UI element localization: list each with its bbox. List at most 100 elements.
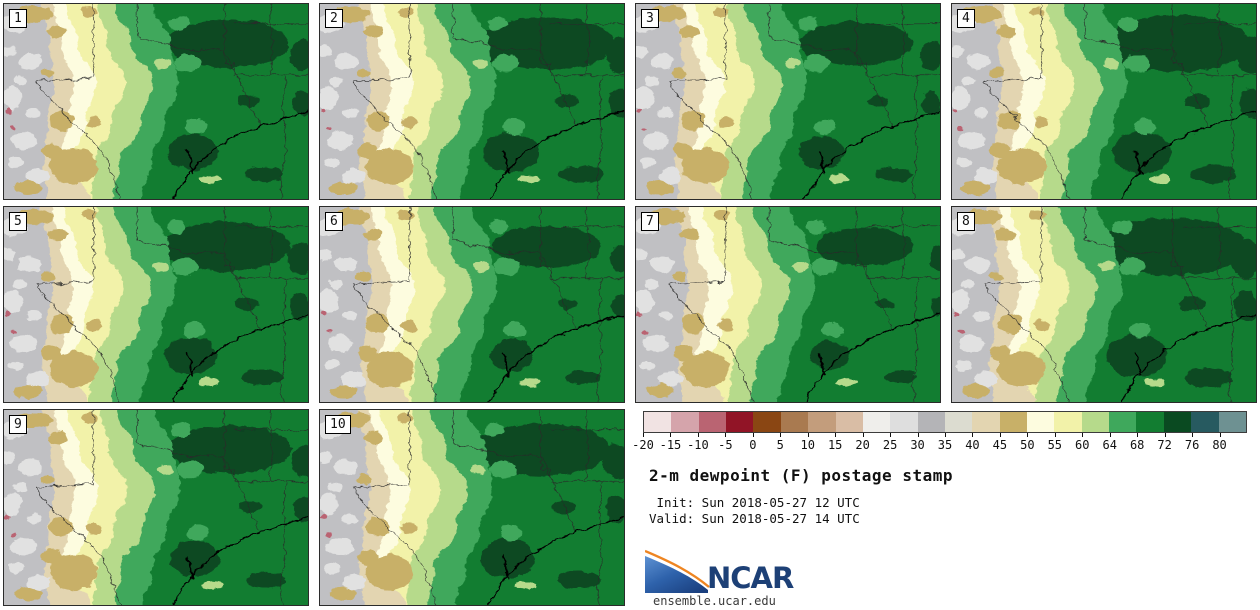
ncar-swoosh-icon xyxy=(645,556,708,593)
colorbar-tick-label: 0 xyxy=(749,438,757,452)
ncar-swoosh-orange-arc-icon xyxy=(645,549,710,588)
colorbar-tick-label: 20 xyxy=(855,438,870,452)
colorbar-tick xyxy=(945,433,946,437)
colorbar-tick-label: -20 xyxy=(632,438,654,452)
colorbar-tick-label: 60 xyxy=(1075,438,1090,452)
colorbar-segment xyxy=(1027,412,1055,432)
colorbar-tick-label: 5 xyxy=(776,438,784,452)
ncar-logo: NCAR xyxy=(645,549,795,593)
colorbar-tick xyxy=(1192,433,1194,437)
colorbar-tick xyxy=(1054,433,1056,437)
colorbar-tick xyxy=(972,433,974,437)
init-valid-times: Init: Sun 2018-05-27 12 UTC Valid: Sun 20… xyxy=(649,495,1257,527)
init-time: Init: Sun 2018-05-27 12 UTC xyxy=(649,495,860,510)
colorbar-tick xyxy=(1109,433,1111,437)
ensemble-website: ensemble.ucar.edu xyxy=(653,594,776,608)
colorbar-segment xyxy=(1054,412,1082,432)
colorbar-segment xyxy=(972,412,1000,432)
colorbar-segment xyxy=(1191,412,1219,432)
colorbar-segment xyxy=(644,412,672,432)
dewpoint-map xyxy=(4,207,308,402)
colorbar-segment xyxy=(1109,412,1137,432)
colorbar-segment xyxy=(808,412,836,432)
dewpoint-map xyxy=(636,207,940,402)
colorbar-tick xyxy=(1137,433,1139,437)
colorbar-tick xyxy=(670,433,672,437)
dewpoint-map xyxy=(4,4,308,199)
dewpoint-map xyxy=(636,4,940,199)
valid-time: Valid: Sun 2018-05-27 14 UTC xyxy=(649,511,860,526)
colorbar-tick xyxy=(862,433,864,437)
colorbar-tick-label: 10 xyxy=(800,438,815,452)
colorbar-tick-label: 68 xyxy=(1129,438,1145,452)
colorbar-tick xyxy=(643,433,644,437)
member-panel-5: 5 xyxy=(3,206,309,403)
plot-title: 2-m dewpoint (F) postage stamp xyxy=(649,466,953,485)
member-panel-1: 1 xyxy=(3,3,309,200)
dewpoint-map xyxy=(320,410,624,605)
colorbar-segment xyxy=(726,412,754,432)
colorbar-tick-label: 30 xyxy=(910,438,925,452)
colorbar-segment xyxy=(1218,412,1246,432)
colorbar-tick xyxy=(1219,433,1221,437)
legend-info-block: -20 -15 -10 -5 0 5 10 15 20 25 30 35 40 45 50 55 60 64 68 7… xyxy=(632,409,1257,608)
colorbar-segment xyxy=(944,412,973,432)
dewpoint-map xyxy=(320,207,624,402)
colorbar-tick-label: 25 xyxy=(882,438,898,452)
member-panel-7: 7 xyxy=(635,206,941,403)
colorbar-segment xyxy=(1163,412,1192,432)
colorbar-tick-label: 72 xyxy=(1157,438,1172,452)
colorbar-tick-label: 35 xyxy=(937,438,953,452)
colorbar-tick-label: 45 xyxy=(992,438,1008,452)
colorbar-tick xyxy=(725,433,727,437)
colorbar-tick-label: 55 xyxy=(1047,438,1063,452)
colorbar-segment xyxy=(999,412,1028,432)
colorbar-segment xyxy=(1136,412,1164,432)
member-number-badge: 2 xyxy=(325,9,343,28)
member-number-badge: 7 xyxy=(641,212,659,231)
colorbar-tick-label: 40 xyxy=(965,438,980,452)
colorbar-tick-label: 15 xyxy=(827,438,843,452)
member-panel-9: 9 xyxy=(3,409,309,606)
member-panel-8: 8 xyxy=(951,206,1257,403)
colorbar-tick xyxy=(890,433,892,437)
colorbar-tick xyxy=(1082,433,1084,437)
member-number-badge: 10 xyxy=(325,415,351,434)
colorbar-tickmarks xyxy=(643,433,1247,437)
colorbar-segment xyxy=(780,412,809,432)
member-number-badge: 5 xyxy=(9,212,27,231)
colorbar-tick-label: 50 xyxy=(1020,438,1035,452)
member-panel-3: 3 xyxy=(635,3,941,200)
colorbar-segment xyxy=(862,412,891,432)
member-panel-2: 2 xyxy=(319,3,625,200)
dewpoint-map xyxy=(320,4,624,199)
dewpoint-map xyxy=(4,410,308,605)
colorbar-tick-label: 76 xyxy=(1184,438,1200,452)
colorbar-tick-label: 80 xyxy=(1212,438,1227,452)
colorbar-tick xyxy=(697,433,699,437)
member-number-badge: 1 xyxy=(9,9,27,28)
colorbar-segment xyxy=(698,412,727,432)
colorbar-tick xyxy=(999,433,1001,437)
member-number-badge: 9 xyxy=(9,415,27,434)
colorbar-segment xyxy=(671,412,699,432)
member-number-badge: 4 xyxy=(957,9,975,28)
dewpoint-map xyxy=(952,207,1256,402)
colorbar-segment xyxy=(1081,412,1110,432)
ncar-logo-text: NCAR xyxy=(707,561,794,593)
member-number-badge: 8 xyxy=(957,212,975,231)
colorbar-tick-label: -15 xyxy=(659,438,682,452)
colorbar-segment xyxy=(835,412,863,432)
colorbar-tick-labels: -20 -15 -10 -5 0 5 10 15 20 25 30 35 40 45 50 55 60 64 68 7… xyxy=(632,438,1247,453)
colorbar-tick xyxy=(1164,433,1166,437)
colorbar-tick xyxy=(835,433,837,437)
colorbar-segment xyxy=(917,412,945,432)
colorbar-tick xyxy=(1027,433,1029,437)
colorbar-tick-label: 64 xyxy=(1102,438,1117,452)
member-panel-6: 6 xyxy=(319,206,625,403)
colorbar-tick xyxy=(752,433,754,437)
colorbar-tick-label: -5 xyxy=(718,438,733,452)
colorbar-tick xyxy=(807,433,809,437)
colorbar-tick xyxy=(917,433,919,437)
